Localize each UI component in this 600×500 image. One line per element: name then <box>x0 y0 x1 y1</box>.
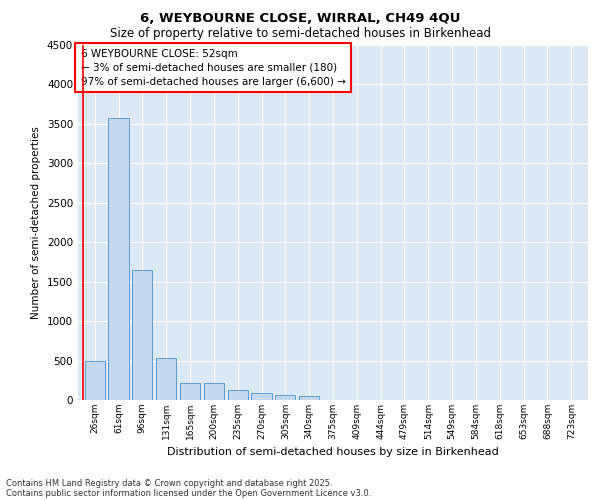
Bar <box>275 396 295 400</box>
Text: Contains HM Land Registry data © Crown copyright and database right 2025.: Contains HM Land Registry data © Crown c… <box>6 478 332 488</box>
X-axis label: Distribution of semi-detached houses by size in Birkenhead: Distribution of semi-detached houses by … <box>167 448 499 458</box>
Bar <box>299 396 319 400</box>
Bar <box>85 360 105 400</box>
Text: 6, WEYBOURNE CLOSE, WIRRAL, CH49 4QU: 6, WEYBOURNE CLOSE, WIRRAL, CH49 4QU <box>140 12 460 26</box>
Text: 6 WEYBOURNE CLOSE: 52sqm
← 3% of semi-detached houses are smaller (180)
97% of s: 6 WEYBOURNE CLOSE: 52sqm ← 3% of semi-de… <box>80 48 346 86</box>
Bar <box>156 358 176 400</box>
Bar <box>109 118 128 400</box>
Text: Contains public sector information licensed under the Open Government Licence v3: Contains public sector information licen… <box>6 488 371 498</box>
Bar <box>132 270 152 400</box>
Y-axis label: Number of semi-detached properties: Number of semi-detached properties <box>31 126 41 319</box>
Bar <box>251 392 272 400</box>
Bar <box>227 390 248 400</box>
Bar <box>204 384 224 400</box>
Text: Size of property relative to semi-detached houses in Birkenhead: Size of property relative to semi-detach… <box>110 28 491 40</box>
Bar <box>180 382 200 400</box>
